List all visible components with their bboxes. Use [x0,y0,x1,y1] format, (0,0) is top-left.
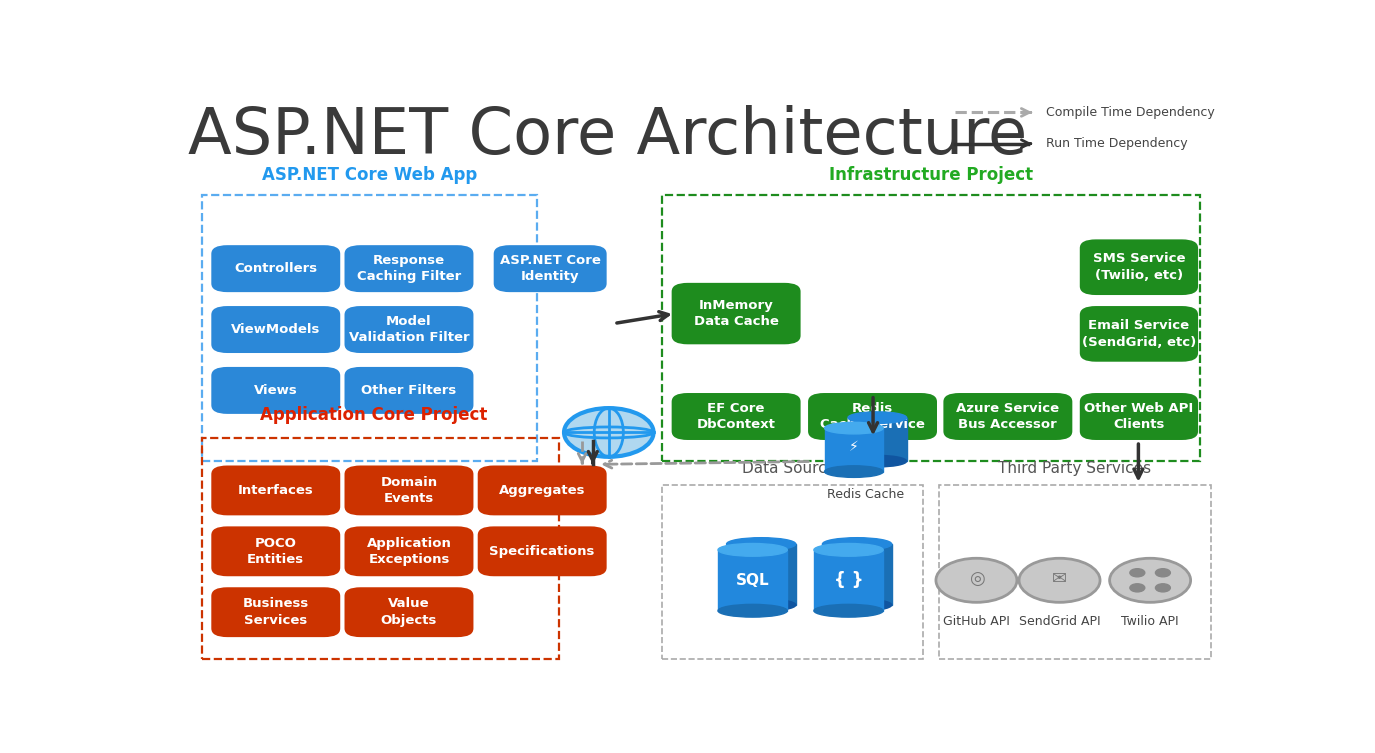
Ellipse shape [822,599,892,611]
Bar [814,550,883,611]
Text: EF Core
DbContext: EF Core DbContext [697,402,775,431]
Text: Data Sources: Data Sources [741,461,844,476]
FancyBboxPatch shape [212,587,340,637]
Text: ◎: ◎ [968,569,984,587]
Text: ✉: ✉ [1052,569,1067,587]
Circle shape [1130,569,1145,577]
Text: Interfaces: Interfaces [238,484,314,497]
Ellipse shape [848,456,906,467]
Text: ASP.NET Core Architecture: ASP.NET Core Architecture [188,105,1027,167]
Text: Specifications: Specifications [490,545,595,558]
Circle shape [1130,584,1145,592]
Text: SMS Service
(Twilio, etc): SMS Service (Twilio, etc) [1093,252,1185,282]
FancyBboxPatch shape [212,245,340,292]
FancyBboxPatch shape [671,283,800,344]
Ellipse shape [814,544,883,556]
Bar [202,195,538,462]
Circle shape [1110,558,1191,602]
Text: Run Time Dependency: Run Time Dependency [1045,137,1187,150]
Circle shape [1155,569,1170,577]
Text: ViewModels: ViewModels [231,323,320,336]
FancyBboxPatch shape [671,393,800,440]
Text: ⚡: ⚡ [848,440,859,454]
Bar [848,418,906,461]
FancyBboxPatch shape [212,306,340,353]
Text: { }: { } [833,572,864,590]
Text: Application
Exceptions: Application Exceptions [367,537,451,566]
Text: Other Web API
Clients: Other Web API Clients [1085,402,1194,431]
Text: Other Filters: Other Filters [362,384,456,397]
Circle shape [936,558,1018,602]
Bar [663,195,1200,462]
FancyBboxPatch shape [1079,393,1198,440]
Text: Domain
Events: Domain Events [381,476,437,505]
FancyBboxPatch shape [345,367,473,414]
Text: SendGrid API: SendGrid API [1019,615,1100,628]
FancyBboxPatch shape [212,465,340,515]
Text: POCO
Entities: POCO Entities [248,537,304,566]
Ellipse shape [848,412,906,423]
FancyBboxPatch shape [477,465,606,515]
Circle shape [1019,558,1100,602]
FancyBboxPatch shape [943,393,1072,440]
Text: Aggregates: Aggregates [499,484,586,497]
FancyBboxPatch shape [808,393,936,440]
Text: InMemory
Data Cache: InMemory Data Cache [693,299,778,328]
Ellipse shape [726,538,796,550]
FancyBboxPatch shape [1079,239,1198,295]
FancyBboxPatch shape [345,587,473,637]
Text: Views: Views [254,384,297,397]
Ellipse shape [825,422,883,434]
Bar [822,544,892,605]
Text: Third Party Services: Third Party Services [998,461,1151,476]
Ellipse shape [825,466,883,477]
Text: Azure Service
Bus Accessor: Azure Service Bus Accessor [956,402,1059,431]
Bar [825,428,883,471]
Text: Application Core Project: Application Core Project [260,406,488,424]
FancyBboxPatch shape [345,526,473,576]
Ellipse shape [814,605,883,617]
Text: Controllers: Controllers [234,262,318,275]
FancyBboxPatch shape [1079,306,1198,361]
Bar [939,485,1211,659]
Ellipse shape [726,599,796,611]
Text: Response
Caching Filter: Response Caching Filter [358,254,461,283]
Text: SQL: SQL [736,573,770,588]
FancyBboxPatch shape [212,367,340,414]
Text: Business
Services: Business Services [242,597,309,627]
Text: ASP.NET Core
Identity: ASP.NET Core Identity [499,254,601,283]
Text: GitHub API: GitHub API [943,615,1009,628]
Text: ASP.NET Core Web App: ASP.NET Core Web App [261,166,477,184]
FancyBboxPatch shape [345,245,473,292]
Bar [202,438,558,659]
FancyBboxPatch shape [494,245,606,292]
Text: Infrastructure Project: Infrastructure Project [829,166,1033,184]
Ellipse shape [718,605,788,617]
Ellipse shape [718,544,788,556]
FancyBboxPatch shape [212,526,340,576]
Ellipse shape [822,538,892,550]
Text: Twilio API: Twilio API [1121,615,1178,628]
Circle shape [564,408,653,457]
Bar [718,550,788,611]
Bar [663,485,923,659]
Text: Redis
Cache Service: Redis Cache Service [820,402,925,431]
Text: Model
Validation Filter: Model Validation Filter [349,315,469,344]
FancyBboxPatch shape [477,526,606,576]
FancyBboxPatch shape [345,465,473,515]
Text: Compile Time Dependency: Compile Time Dependency [1045,106,1214,119]
Circle shape [1155,584,1170,592]
Text: Email Service
(SendGrid, etc): Email Service (SendGrid, etc) [1082,319,1196,349]
FancyBboxPatch shape [345,306,473,353]
Text: Value
Objects: Value Objects [381,597,437,627]
Bar [726,544,796,605]
Text: Redis Cache: Redis Cache [826,488,905,501]
